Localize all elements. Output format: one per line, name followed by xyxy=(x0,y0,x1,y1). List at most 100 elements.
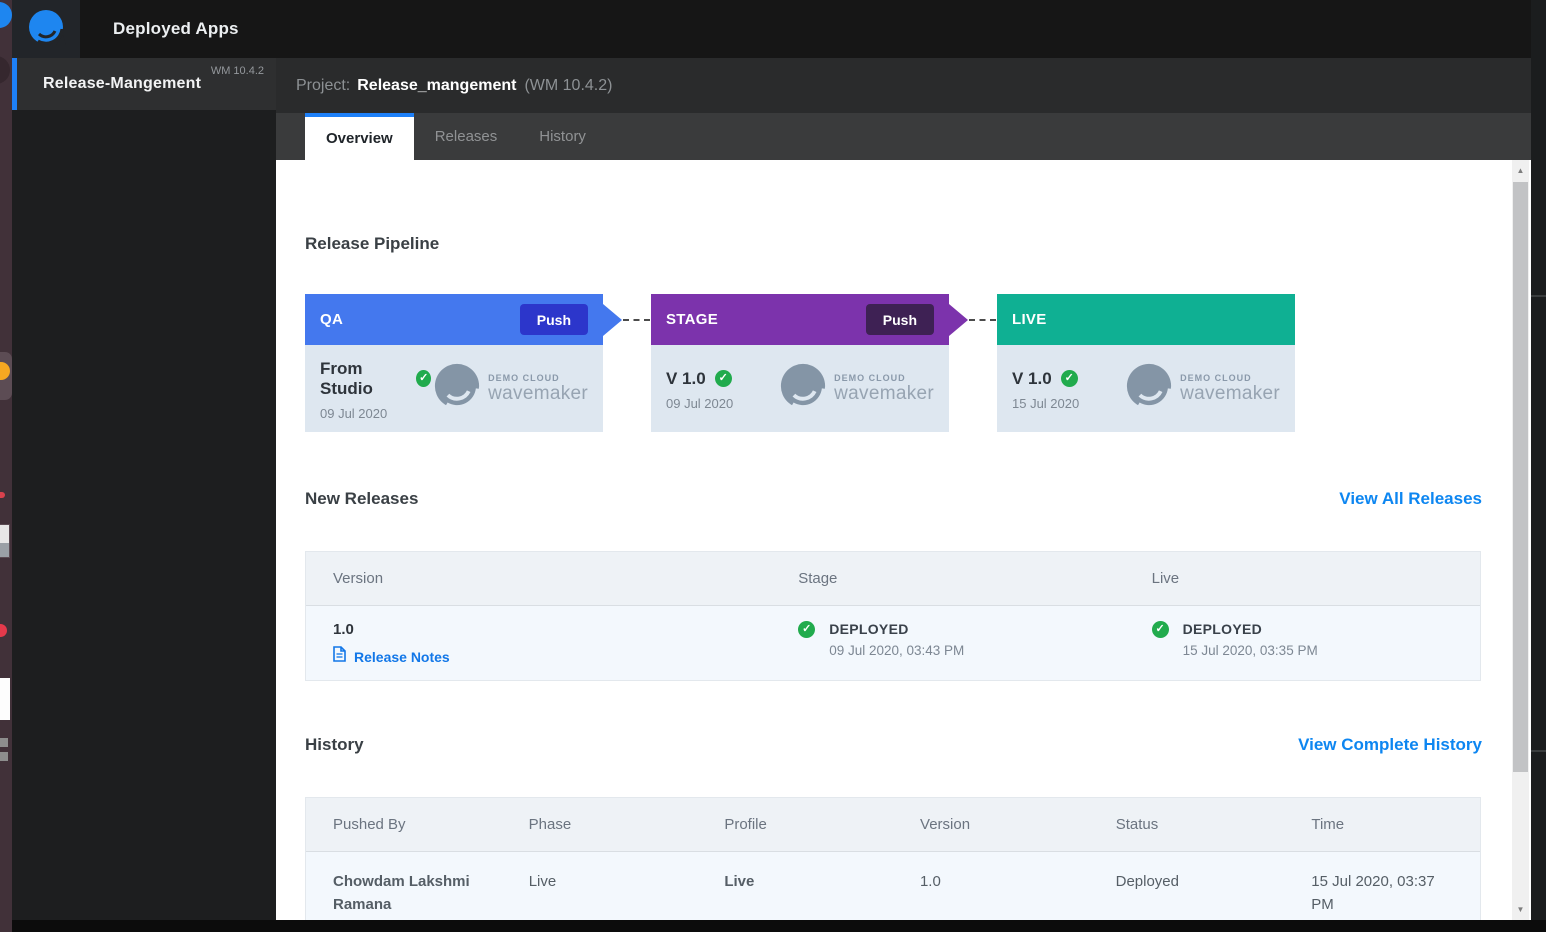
qa-version-label: From Studio xyxy=(320,359,407,399)
history-status: Deployed xyxy=(1089,870,1285,893)
wavemaker-logo-icon xyxy=(26,7,66,52)
tab-bar: Overview Releases History xyxy=(276,113,1531,160)
column-header-live: Live xyxy=(1125,570,1480,587)
qa-to-stage-connector xyxy=(603,294,651,345)
column-header-version: Version xyxy=(893,816,1089,833)
arrow-right-icon xyxy=(603,304,622,336)
release-pipeline: QA Push From Studio ✓ 09 Jul 2020 xyxy=(305,294,1482,432)
sidebar-item-version-badge: WM 10.4.2 xyxy=(211,65,264,77)
live-deploy-date: 15 Jul 2020 xyxy=(1012,396,1079,411)
qa-card-body: From Studio ✓ 09 Jul 2020 xyxy=(305,345,603,432)
release-pipeline-title: Release Pipeline xyxy=(305,234,1482,254)
taskbar-app-icon[interactable] xyxy=(0,624,7,637)
live-deploy-time: 15 Jul 2020, 03:35 PM xyxy=(1183,643,1318,658)
new-releases-title: New Releases xyxy=(305,489,418,509)
new-releases-table-header: Version Stage Live xyxy=(306,552,1480,606)
qa-push-button[interactable]: Push xyxy=(520,304,588,335)
taskbar-app-icon[interactable] xyxy=(0,2,12,28)
os-taskbar-strip xyxy=(0,0,12,932)
dashed-connector-line xyxy=(969,319,996,321)
projects-sidebar: Release-Mangement WM 10.4.2 xyxy=(12,58,276,920)
column-header-pushed-by: Pushed By xyxy=(306,816,502,833)
stage-card-header: STAGE Push xyxy=(651,294,949,345)
column-header-profile: Profile xyxy=(697,816,893,833)
wavemaker-wave-icon xyxy=(1123,360,1175,417)
tab-releases[interactable]: Releases xyxy=(414,113,519,160)
wavemaker-label: wavemaker xyxy=(1180,383,1280,405)
history-title: History xyxy=(305,735,364,755)
history-profile-link[interactable]: Live xyxy=(697,870,893,893)
taskbar-app-icon[interactable] xyxy=(0,492,5,498)
column-header-status: Status xyxy=(1089,816,1285,833)
table-row: Chowdam Lakshmi Ramana Live Live 1.0 Dep… xyxy=(306,852,1480,920)
vertical-scrollbar[interactable]: ▲ ▼ xyxy=(1512,160,1529,920)
taskbar-app-icon[interactable] xyxy=(0,678,10,720)
stage-to-live-connector xyxy=(949,294,997,345)
scrollbar-thumb[interactable] xyxy=(1513,182,1528,772)
page-title: Deployed Apps xyxy=(113,0,239,58)
qa-stage-label: QA xyxy=(320,311,343,328)
release-version: 1.0 xyxy=(333,621,771,638)
history-pushed-by: Chowdam Lakshmi Ramana xyxy=(306,870,502,916)
stage-deploy-status: DEPLOYED xyxy=(829,621,964,637)
column-header-time: Time xyxy=(1284,816,1480,833)
column-header-version: Version xyxy=(306,570,771,587)
wavemaker-wave-icon xyxy=(431,360,483,417)
top-app-bar: Deployed Apps xyxy=(12,0,1546,58)
history-table-header: Pushed By Phase Profile Version Status T… xyxy=(306,798,1480,852)
tab-history[interactable]: History xyxy=(518,113,607,160)
history-time: 15 Jul 2020, 03:37 PM xyxy=(1284,870,1480,916)
sidebar-item-label: Release-Mangement xyxy=(43,75,201,93)
bottom-edge-bar xyxy=(12,920,1546,932)
wavemaker-label: wavemaker xyxy=(834,383,934,405)
stage-version-label: V 1.0 xyxy=(666,369,706,389)
stage-deploy-time: 09 Jul 2020, 03:43 PM xyxy=(829,643,964,658)
history-version: 1.0 xyxy=(893,870,1089,893)
stage-stage-label: STAGE xyxy=(666,311,718,328)
stage-push-button[interactable]: Push xyxy=(866,304,934,335)
overview-panel: Release Pipeline QA Push From Studio ✓ 0… xyxy=(276,160,1511,920)
view-all-releases-link[interactable]: View All Releases xyxy=(1339,489,1482,509)
dashed-connector-line xyxy=(623,319,650,321)
project-version: (WM 10.4.2) xyxy=(524,77,612,95)
stage-deploy-date: 09 Jul 2020 xyxy=(666,396,733,411)
wavemaker-label: wavemaker xyxy=(488,383,588,405)
project-name: Release_mangement xyxy=(357,77,516,95)
qa-card-header: QA Push xyxy=(305,294,603,345)
stage-deployed-check-icon: ✓ xyxy=(798,621,815,638)
wavemaker-logo-button[interactable] xyxy=(12,0,80,58)
taskbar-app-icon[interactable] xyxy=(0,56,10,84)
scroll-up-icon[interactable]: ▲ xyxy=(1512,162,1529,179)
taskbar-app-icon[interactable] xyxy=(0,524,10,558)
stage-demo-cloud-brand: DEMO CLOUD wavemaker xyxy=(777,360,934,417)
live-deploy-status: DEPLOYED xyxy=(1183,621,1318,637)
live-demo-cloud-brand: DEMO CLOUD wavemaker xyxy=(1123,360,1280,417)
taskbar-app-icon[interactable] xyxy=(0,752,8,761)
qa-demo-cloud-brand: DEMO CLOUD wavemaker xyxy=(431,360,588,417)
view-complete-history-link[interactable]: View Complete History xyxy=(1298,735,1482,755)
taskbar-app-icon[interactable] xyxy=(0,738,8,747)
live-version-label: V 1.0 xyxy=(1012,369,1052,389)
scroll-down-icon[interactable]: ▼ xyxy=(1512,901,1529,918)
stage-card-body: V 1.0 ✓ 09 Jul 2020 xyxy=(651,345,949,432)
demo-cloud-label: DEMO CLOUD xyxy=(488,373,588,383)
panel-divider xyxy=(1531,295,1546,297)
new-releases-table: Version Stage Live 1.0 xyxy=(305,551,1481,681)
history-phase: Live xyxy=(502,870,698,893)
column-header-stage: Stage xyxy=(771,570,1124,587)
tab-overview[interactable]: Overview xyxy=(305,113,414,160)
history-table: Pushed By Phase Profile Version Status T… xyxy=(305,797,1481,920)
sidebar-item-release-mangement[interactable]: Release-Mangement WM 10.4.2 xyxy=(12,58,276,110)
qa-deploy-date: 09 Jul 2020 xyxy=(320,406,431,421)
project-header: Project: Release_mangement (WM 10.4.2) xyxy=(276,58,1531,113)
release-notes-link[interactable]: Release Notes xyxy=(333,646,771,667)
project-label: Project: xyxy=(296,77,350,95)
pipeline-card-live: LIVE V 1.0 ✓ 15 Jul 2020 xyxy=(997,294,1295,432)
pipeline-card-stage: STAGE Push V 1.0 ✓ 09 Jul 2020 xyxy=(651,294,949,432)
release-notes-label: Release Notes xyxy=(354,649,450,665)
pipeline-card-qa: QA Push From Studio ✓ 09 Jul 2020 xyxy=(305,294,603,432)
arrow-right-icon xyxy=(949,304,968,336)
stage-deployed-check-icon: ✓ xyxy=(715,370,732,387)
live-card-body: V 1.0 ✓ 15 Jul 2020 xyxy=(997,345,1295,432)
panel-divider xyxy=(1531,750,1546,752)
